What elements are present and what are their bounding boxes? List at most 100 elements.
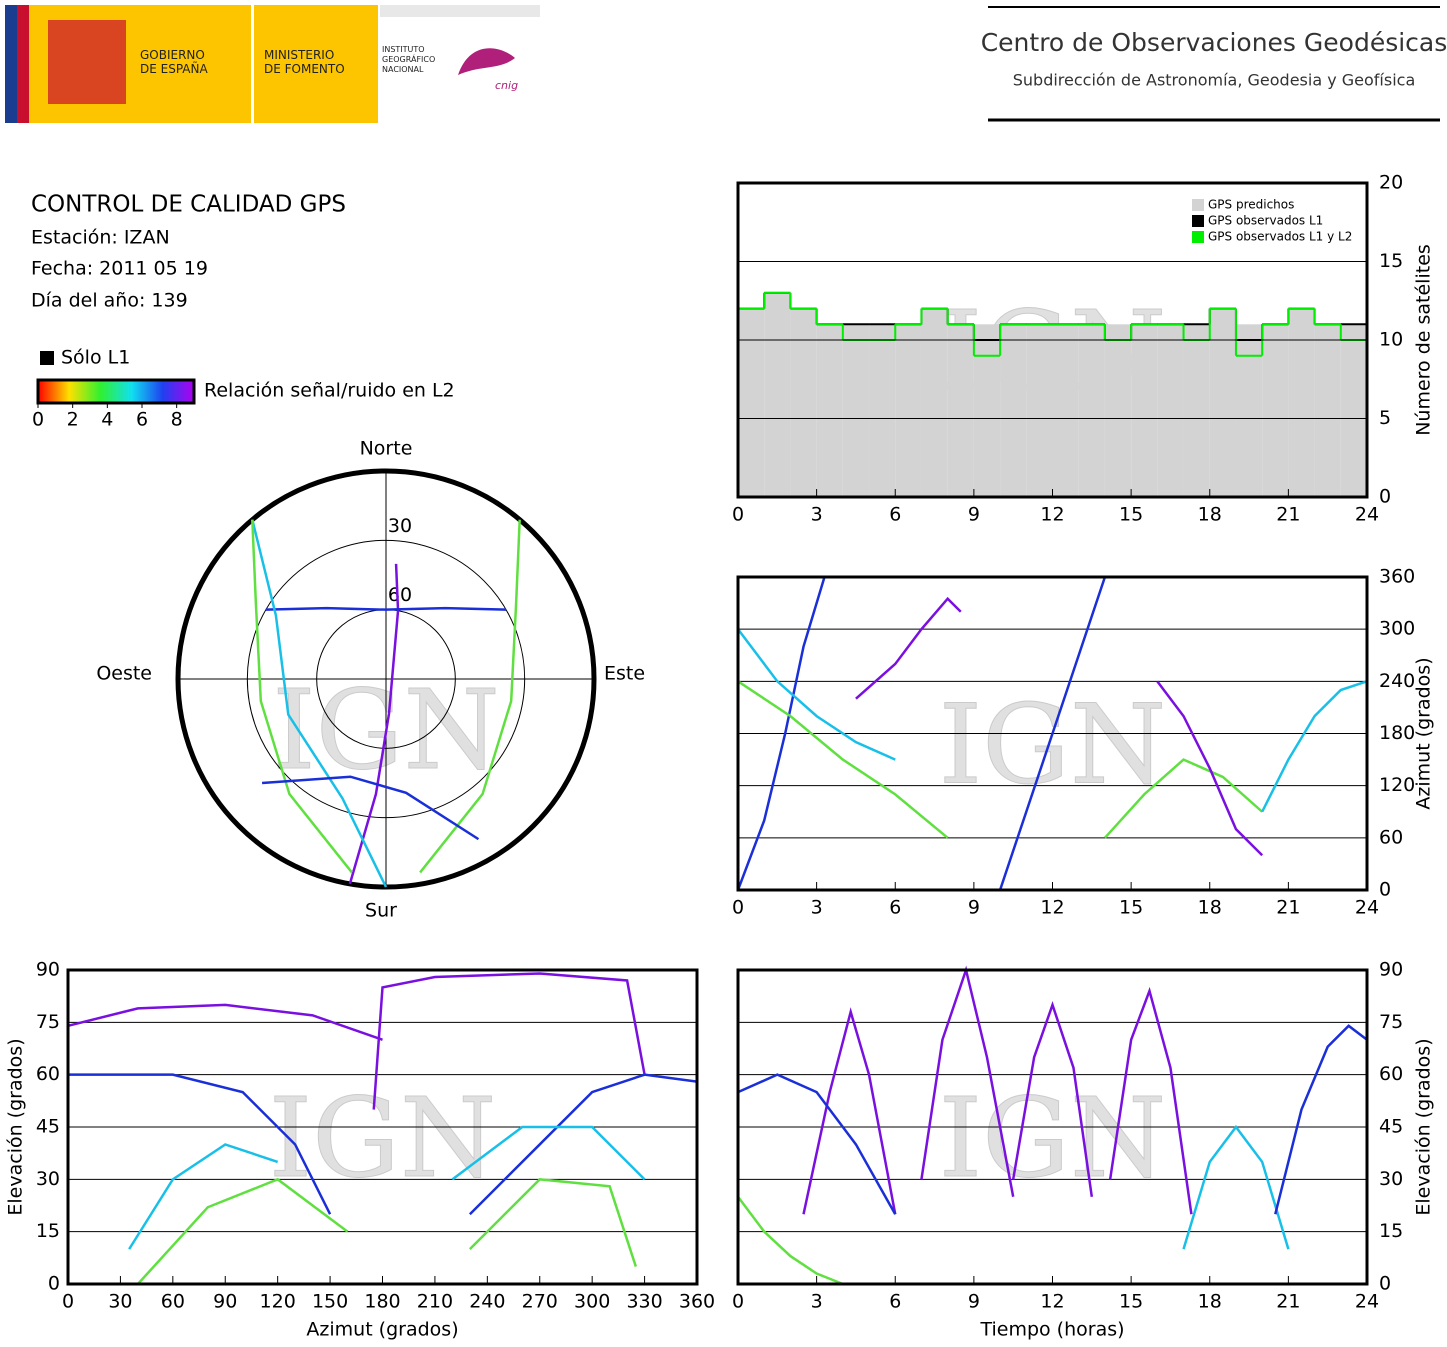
track bbox=[736, 576, 826, 891]
track bbox=[372, 972, 646, 1110]
report-title: CONTROL DE CALIDAD GPS bbox=[31, 192, 346, 218]
x-tick-label: 0 bbox=[732, 504, 744, 526]
track bbox=[468, 1073, 698, 1216]
x-tick-label: 21 bbox=[1276, 504, 1300, 526]
legend-swatch bbox=[1192, 215, 1204, 227]
predicted-bar bbox=[895, 324, 922, 497]
ministry-panel bbox=[254, 5, 378, 123]
predicted-bar bbox=[1052, 324, 1079, 497]
cnig-logo bbox=[458, 48, 515, 75]
legend-label: GPS predichos bbox=[1208, 198, 1294, 212]
y-tick-label: 15 bbox=[1379, 250, 1403, 272]
x-tick-label: 270 bbox=[522, 1291, 558, 1313]
cnig-label: cnig bbox=[495, 79, 518, 92]
x-tick-label: 24 bbox=[1355, 504, 1379, 526]
legend-swatch bbox=[1192, 231, 1204, 243]
x-tick-label: 0 bbox=[62, 1291, 74, 1313]
predicted-bar bbox=[1314, 324, 1341, 497]
west-label: Oeste bbox=[96, 663, 152, 685]
plot-frame bbox=[736, 968, 1369, 1286]
ministry-label-box: MINISTERIO DE FOMENTO bbox=[264, 48, 345, 76]
ring-label: 60 bbox=[388, 584, 412, 606]
colorbar-tick-label: 2 bbox=[67, 409, 79, 431]
colorbar bbox=[36, 378, 196, 405]
x-tick-label: 210 bbox=[417, 1291, 453, 1313]
y-axis-label: Número de satélites bbox=[1413, 244, 1435, 436]
x-tick-label: 15 bbox=[1119, 1291, 1143, 1313]
legend-swatch bbox=[1192, 199, 1204, 211]
x-tick-label: 6 bbox=[889, 504, 901, 526]
predicted-bar bbox=[1262, 324, 1289, 497]
y-tick-label: 45 bbox=[36, 1116, 60, 1138]
x-tick-label: 21 bbox=[1276, 897, 1300, 919]
predicted-bar bbox=[764, 292, 791, 497]
center-subtitle: Subdirección de Astronomía, Geodesia y G… bbox=[1013, 71, 1416, 90]
center-title: Centro de Observaciones Geodésicas bbox=[981, 28, 1447, 57]
predicted-bar bbox=[921, 308, 948, 497]
plot-frame bbox=[66, 968, 699, 1286]
legend-label: GPS observados L1 bbox=[1208, 214, 1323, 228]
track bbox=[1011, 1001, 1094, 1197]
y-tick-label: 30 bbox=[36, 1168, 60, 1190]
predicted-bar bbox=[1000, 324, 1027, 497]
y-tick-label: 30 bbox=[1379, 1168, 1403, 1190]
x-axis-label: Tiempo (horas) bbox=[979, 1319, 1124, 1341]
x-tick-label: 12 bbox=[1040, 504, 1064, 526]
sky-track bbox=[348, 563, 400, 885]
y-tick-label: 90 bbox=[1379, 959, 1403, 981]
x-tick-label: 24 bbox=[1355, 1291, 1379, 1313]
x-tick-label: 300 bbox=[574, 1291, 610, 1313]
x-tick-label: 330 bbox=[626, 1291, 662, 1313]
x-tick-label: 0 bbox=[732, 1291, 744, 1313]
x-tick-label: 240 bbox=[469, 1291, 505, 1313]
x-tick-label: 12 bbox=[1040, 1291, 1064, 1313]
x-tick-label: 30 bbox=[108, 1291, 132, 1313]
l1-only-swatch bbox=[40, 351, 54, 365]
x-tick-label: 6 bbox=[889, 897, 901, 919]
predicted-bar bbox=[973, 324, 1001, 497]
colorbar-tick-label: 6 bbox=[136, 409, 148, 431]
x-tick-label: 3 bbox=[811, 1291, 823, 1313]
predicted-bar bbox=[1026, 324, 1053, 497]
y-tick-label: 75 bbox=[1379, 1011, 1403, 1033]
watermark: IGN bbox=[939, 1074, 1167, 1202]
predicted-bar bbox=[790, 308, 817, 497]
y-tick-label: 15 bbox=[36, 1220, 60, 1242]
colorbar-label: Relación señal/ruido en L2 bbox=[204, 380, 455, 402]
predicted-bar bbox=[1340, 324, 1367, 497]
predicted-bar bbox=[947, 324, 974, 497]
x-tick-label: 3 bbox=[811, 504, 823, 526]
track bbox=[67, 1003, 383, 1041]
y-tick-label: 90 bbox=[36, 959, 60, 981]
x-tick-label: 6 bbox=[889, 1291, 901, 1313]
flag-strip-red bbox=[17, 5, 29, 123]
predicted-bar bbox=[1288, 308, 1315, 497]
y-axis-label: Elevación (grados) bbox=[1413, 1038, 1435, 1215]
station: Estación: IZAN bbox=[31, 227, 170, 249]
sky-track bbox=[261, 775, 480, 841]
track bbox=[1182, 1124, 1290, 1250]
y-tick-label: 0 bbox=[1379, 1273, 1391, 1295]
plot-frame bbox=[736, 181, 1369, 499]
coat-of-arms bbox=[48, 20, 126, 104]
ministry-label: MINISTERIO DE FOMENTO bbox=[264, 48, 345, 76]
x-tick-label: 21 bbox=[1276, 1291, 1300, 1313]
y-tick-label: 5 bbox=[1379, 407, 1391, 429]
y-tick-label: 20 bbox=[1379, 172, 1403, 194]
x-tick-label: 9 bbox=[968, 1291, 980, 1313]
predicted-bar bbox=[1131, 324, 1158, 497]
predicted-bar bbox=[1157, 324, 1184, 497]
watermark: IGN bbox=[269, 1074, 497, 1202]
x-tick-label: 120 bbox=[260, 1291, 296, 1313]
y-tick-label: 180 bbox=[1379, 722, 1415, 744]
x-tick-label: 360 bbox=[679, 1291, 715, 1313]
gov-label-box: GOBIERNO DE ESPAÑA bbox=[140, 48, 208, 76]
l1-only-label: Sólo L1 bbox=[61, 347, 130, 369]
date: Fecha: 2011 05 19 bbox=[31, 258, 208, 280]
track bbox=[128, 1143, 279, 1250]
east-label: Este bbox=[604, 663, 645, 685]
elevation-ring bbox=[246, 539, 526, 819]
y-tick-label: 300 bbox=[1379, 618, 1415, 640]
track bbox=[1103, 758, 1263, 839]
